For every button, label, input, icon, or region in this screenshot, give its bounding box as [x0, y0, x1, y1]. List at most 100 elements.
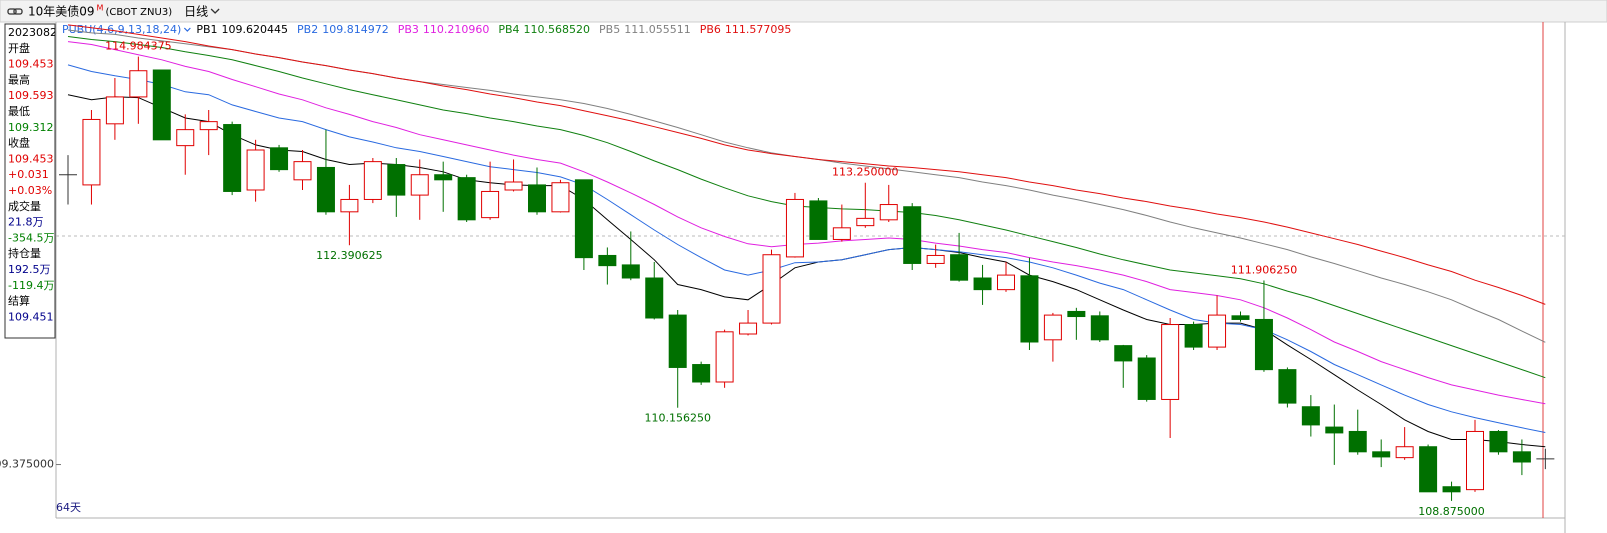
candle-body — [387, 164, 406, 196]
info-item: 结算 — [8, 294, 30, 308]
legend-name: PB4 — [498, 23, 519, 36]
indicator-line — [67, 64, 1546, 433]
info-item: 持仓量 — [8, 246, 41, 260]
candle-body — [574, 179, 593, 259]
info-item: 109.312 — [8, 121, 54, 134]
indicator-name: PUBU(4,6,9,13,18,24) — [62, 23, 181, 36]
info-item: 109.593 — [8, 89, 54, 102]
candle-body — [1114, 345, 1133, 362]
legend-name: PB3 — [398, 23, 419, 36]
candle-body — [1254, 318, 1273, 371]
candle-body — [1466, 430, 1484, 491]
candle-body — [926, 254, 945, 264]
candle-body — [973, 277, 992, 291]
legend-value: 111.577095 — [725, 23, 791, 36]
candle-body — [1419, 446, 1438, 493]
candle-body — [1184, 324, 1203, 348]
legend-value: 111.055511 — [624, 23, 690, 36]
candle-body — [1090, 315, 1109, 341]
y-tick-label: 109.375000 — [0, 458, 54, 471]
info-item: -354.5万 — [8, 231, 54, 244]
title-title-mark: M — [97, 4, 104, 13]
legend-value: 109.814972 — [322, 23, 388, 36]
candle-body — [903, 206, 922, 264]
title-bar — [0, 0, 1607, 23]
extreme-label: 114.984375 — [105, 40, 171, 53]
candle-body — [997, 274, 1015, 291]
candle-body — [293, 161, 312, 181]
candle-body — [457, 177, 476, 221]
candle-body — [316, 166, 335, 213]
candle-body — [176, 129, 195, 147]
candle-body — [270, 147, 289, 171]
candle-body — [645, 277, 664, 319]
candle-body — [1348, 430, 1367, 453]
candle-body — [223, 124, 242, 192]
title-title: 10年美债09 — [28, 5, 95, 19]
legend-value: 109.620445 — [222, 23, 288, 36]
candle-body — [715, 331, 734, 383]
candle-body — [1301, 406, 1320, 426]
info-item: +0.03% — [8, 184, 52, 197]
candle-body — [246, 149, 265, 191]
candle-body — [199, 121, 218, 131]
info-item: 最低 — [8, 105, 30, 118]
candle-body — [1395, 446, 1414, 459]
candle-body — [1161, 324, 1180, 400]
link-icon — [7, 8, 23, 15]
candle-body — [340, 198, 359, 213]
candle-body — [434, 174, 453, 181]
candle-body — [1231, 315, 1250, 320]
candle-body — [1325, 426, 1344, 434]
days-label: 64天 — [56, 501, 81, 514]
legend-name: PB6 — [700, 23, 721, 36]
period-chevron — [210, 8, 220, 14]
legend-value: 110.210960 — [423, 23, 489, 36]
candle-body — [1278, 369, 1297, 404]
info-item: 109.453 — [8, 152, 54, 165]
info-item: 开盘 — [8, 41, 30, 55]
candle-body — [856, 217, 875, 227]
candle-body — [668, 314, 687, 368]
legend-value: 110.568520 — [524, 23, 590, 36]
candle-body — [410, 174, 429, 196]
info-item: -119.4万 — [8, 279, 54, 292]
legend-name: PB5 — [599, 23, 620, 36]
candle-body — [1372, 451, 1391, 458]
info-item: 192.5万 — [8, 263, 51, 276]
candle-body — [1137, 357, 1156, 400]
indicator-line — [67, 29, 1546, 343]
extreme-label: 108.875000 — [1418, 505, 1484, 518]
candle-body — [1208, 314, 1227, 348]
info-item: +0.031 — [8, 168, 49, 181]
candle-body — [809, 200, 828, 240]
info-item: 21.8万 — [8, 216, 44, 229]
candle-body — [105, 96, 124, 125]
candle-body — [1020, 275, 1039, 343]
candle-body — [832, 227, 851, 240]
candle-body — [692, 364, 711, 383]
info-item: 收盘 — [8, 136, 30, 150]
indicator-line — [67, 94, 1546, 448]
candle-body — [152, 69, 171, 141]
legend-name: PB1 — [196, 23, 217, 36]
candle-body — [1512, 451, 1531, 463]
candle-body — [1442, 486, 1461, 493]
candle-body — [1067, 310, 1086, 318]
candle-body — [363, 161, 382, 200]
extreme-label: 111.906250 — [1231, 263, 1297, 276]
candle-body — [785, 198, 804, 258]
candle-body — [739, 322, 758, 335]
info-item: 109.453 — [8, 58, 54, 71]
info-item: 最高 — [8, 72, 30, 86]
info-item: 20230828 — [8, 26, 64, 39]
candle-body — [950, 254, 969, 281]
indicator-line — [67, 36, 1546, 379]
title-symbol: (CBOT ZNU3) — [105, 7, 172, 18]
candle-body — [1489, 430, 1508, 453]
indicator-chevron — [183, 27, 191, 32]
candle-body — [598, 254, 617, 267]
candle-body — [528, 184, 546, 213]
candle-body — [504, 181, 523, 191]
candle-body — [762, 254, 781, 324]
